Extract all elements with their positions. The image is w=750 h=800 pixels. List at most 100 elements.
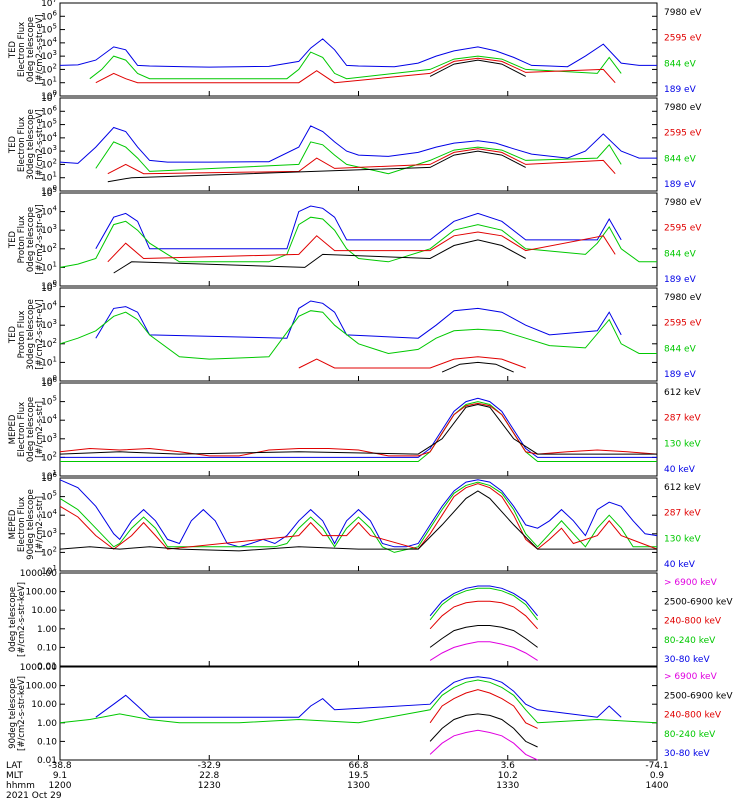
y-axis-label: [#/cm2-s-str-eV] (35, 14, 45, 84)
x-tick-label: 0.9 (650, 771, 665, 781)
x-row-label-lat: LAT (6, 761, 23, 771)
y-tick-label: 0.10 (37, 643, 57, 653)
y-axis-label: 90deg telescope (8, 678, 18, 749)
y-tick-label: 100.00 (26, 588, 58, 598)
legend-entry: 844 eV (664, 344, 697, 354)
series-line (95, 57, 616, 84)
y-tick-label: 0.10 (37, 737, 57, 747)
x-tick-label: 66.8 (348, 761, 368, 771)
series-line (95, 300, 622, 339)
x-tick-label: 10.2 (498, 771, 518, 781)
series-line (429, 713, 538, 748)
series-line (89, 51, 622, 80)
legend-entry: 189 eV (664, 370, 697, 380)
x-tick-label: -38.8 (48, 761, 72, 771)
series-line (107, 231, 616, 263)
series-line (441, 361, 514, 373)
y-tick-label: 1.00 (37, 625, 57, 635)
x-tick-label: -32.9 (198, 761, 222, 771)
series-line (59, 481, 657, 553)
y-axis-label: Electron Flux (17, 497, 27, 552)
series-line (59, 403, 657, 455)
y-axis-label: Proton Flux (17, 216, 27, 264)
y-axis-label: [#/cm2-s-str] (35, 496, 45, 553)
y-tick-label: 1.00 (37, 719, 57, 729)
series-line (59, 38, 657, 68)
x-row-label-hhmm: hhmm (6, 781, 35, 791)
series-line (113, 239, 526, 274)
series-line (429, 587, 538, 621)
legend-entry: 7980 eV (664, 8, 702, 18)
legend-entry: 612 keV (664, 388, 701, 398)
series-line (429, 59, 526, 77)
series-line (59, 125, 657, 164)
legend-entry: 240-800 keV (664, 617, 722, 627)
legend-entry: > 6900 keV (664, 672, 718, 682)
series-line (298, 356, 526, 369)
series-line (107, 148, 616, 175)
y-tick-label: 107 (41, 0, 57, 9)
x-tick-label: 9.1 (53, 771, 67, 781)
legend-entry: 2595 eV (664, 34, 702, 44)
y-axis-label: Proton Flux (17, 311, 27, 359)
legend-entry: 30-80 keV (664, 655, 710, 665)
legend-entry: 2500-6900 keV (664, 691, 733, 701)
y-axis-label: MEPED (8, 509, 18, 539)
series-line (429, 729, 538, 761)
y-tick-label: 1000.00 (20, 569, 57, 579)
legend-entry: 80-240 keV (664, 636, 716, 646)
legend-entry: > 6900 keV (664, 578, 718, 588)
legend-entry: 7980 eV (664, 293, 702, 303)
series-line (59, 216, 657, 268)
series-line (429, 625, 538, 648)
y-axis-label: [#/cm2-s-str-eV] (35, 204, 45, 274)
panel-frame (59, 477, 658, 572)
legend-entry: 2500-6900 keV (664, 597, 733, 607)
x-row-label-mlt: MLT (6, 771, 24, 781)
series-line (107, 150, 526, 183)
y-axis-label: Electron Flux (17, 117, 27, 172)
series-line (59, 310, 657, 360)
legend-entry: 130 keV (664, 439, 701, 449)
legend-entry: 844 eV (664, 154, 697, 164)
legend-entry: 7980 eV (664, 198, 702, 208)
series-line (95, 141, 622, 175)
legend-entry: 189 eV (664, 275, 697, 285)
x-tick-label: 19.5 (348, 771, 368, 781)
legend-entry: 40 keV (664, 465, 696, 475)
legend-entry: 7980 eV (664, 103, 702, 113)
series-line (59, 679, 658, 724)
legend-entry: 287 keV (664, 414, 701, 424)
series-line (429, 641, 538, 661)
y-axis-label: 90deg telescope (26, 489, 36, 560)
legend-entry: 612 keV (664, 483, 701, 493)
legend-entry: 2595 eV (664, 129, 702, 139)
legend-entry: 40 keV (664, 560, 696, 570)
y-axis-label: 0deg telescope (26, 207, 36, 272)
legend-entry: 240-800 keV (664, 711, 722, 721)
y-axis-label: 0deg telescope (26, 397, 36, 462)
y-axis-label: MEPED (8, 414, 18, 444)
y-axis-label: 30deg telescope (26, 109, 36, 180)
series-line (59, 402, 658, 457)
y-axis-label: 0deg telescope (26, 17, 36, 82)
y-tick-label: 10.00 (31, 700, 57, 710)
y-tick-label: 1000.00 (20, 663, 57, 673)
x-tick-label: 1230 (198, 781, 221, 791)
series-line (429, 585, 538, 617)
x-tick-label: 3.6 (501, 761, 516, 771)
y-axis-label: [#/cm2-s-str-eV] (35, 109, 45, 179)
legend-entry: 2595 eV (664, 224, 702, 234)
legend-entry: 189 eV (664, 180, 697, 190)
y-axis-label: 0deg telescope (8, 587, 18, 652)
y-tick-label: 0.01 (37, 756, 57, 766)
legend-entry: 30-80 keV (664, 749, 710, 759)
